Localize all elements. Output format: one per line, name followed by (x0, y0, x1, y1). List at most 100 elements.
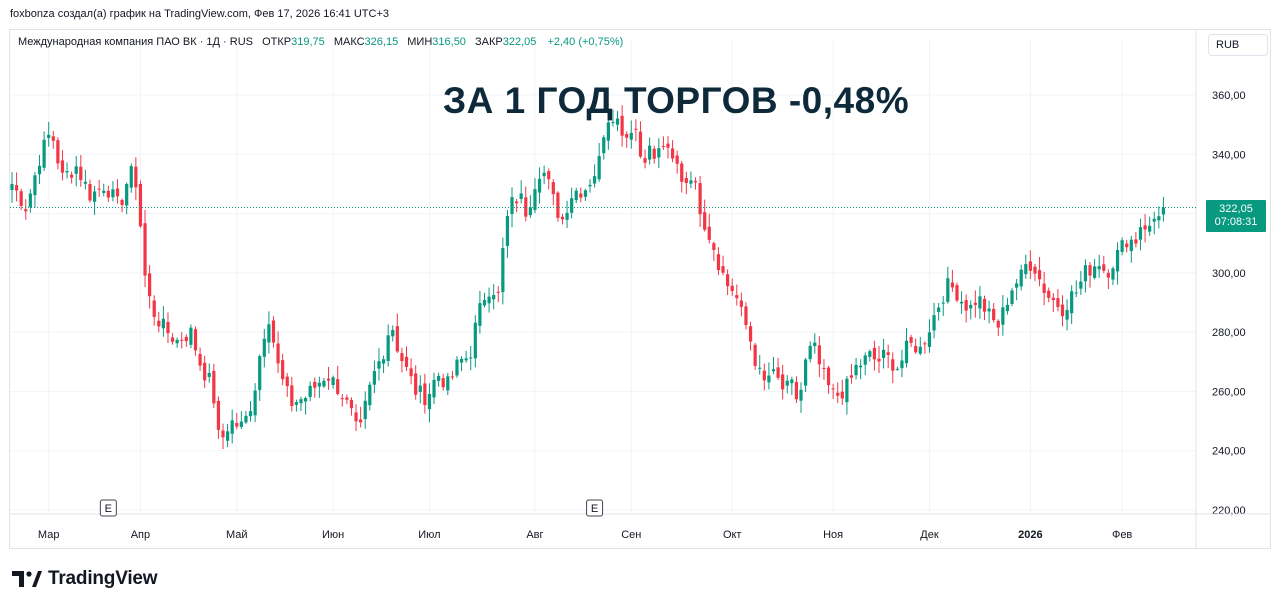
candle-body (583, 190, 588, 197)
earnings-marker[interactable] (586, 499, 604, 517)
x-tick-label: Май (226, 529, 248, 541)
candle-body (446, 376, 450, 391)
candle-body (726, 274, 730, 287)
candle-body (799, 389, 803, 401)
candle-body (992, 308, 996, 321)
candle-body (441, 378, 445, 388)
candle-body (170, 337, 175, 342)
candle-body (450, 376, 454, 378)
close-value: 322,05 (502, 36, 537, 48)
ohlc-legend: Международная компания ПАО ВК · 1Д · RUS… (18, 36, 623, 48)
candle-body (739, 300, 743, 307)
candle-body (258, 356, 262, 391)
candle-body (83, 181, 88, 184)
candle-body (487, 296, 491, 304)
candle-body (359, 419, 363, 423)
chart-pane[interactable] (9, 29, 1271, 549)
candle-body (267, 324, 271, 343)
candle-body (1060, 304, 1065, 317)
candle-body (1001, 307, 1005, 325)
candle-body (941, 302, 945, 304)
candle-body (1051, 297, 1055, 300)
earnings-marker[interactable] (99, 499, 117, 517)
candle-body (946, 278, 950, 302)
candle-body (216, 400, 221, 430)
x-tick-label: Ноя (823, 529, 843, 541)
candle-body (560, 216, 565, 220)
candle-body (1024, 264, 1028, 275)
candle-body (895, 368, 899, 370)
candle-body (299, 399, 303, 404)
bar-countdown: 07:08:31 (1214, 216, 1258, 228)
candle-body (1106, 272, 1110, 278)
candle-body (129, 166, 133, 188)
candle-body (803, 359, 808, 386)
candle-body (1010, 290, 1014, 304)
candle-body (111, 189, 115, 198)
candle-body (262, 338, 266, 357)
candle-body (437, 375, 441, 381)
candle-body (657, 148, 661, 158)
candle-body (271, 320, 276, 343)
candle-body (721, 266, 725, 273)
high-label: МАКС (333, 36, 365, 48)
candle-body (611, 121, 615, 124)
candle-body (1088, 265, 1092, 276)
symbol-description[interactable]: Международная компания ПАО ВК · 1Д · RUS (18, 36, 253, 48)
candle-body (950, 282, 955, 288)
candle-body (570, 198, 574, 213)
candle-body (542, 172, 546, 177)
candle-body (276, 343, 280, 364)
candle-body (106, 190, 110, 198)
headline-annotation: ЗА 1 ГОД ТОРГОВ -0,48% (443, 80, 910, 121)
candle-body (377, 361, 381, 369)
tradingview-logo[interactable]: TradingView (12, 568, 158, 590)
candle-body (652, 148, 656, 159)
candle-body (92, 191, 97, 202)
candle-body (198, 353, 202, 366)
candle-body (785, 380, 789, 386)
candle-body (501, 247, 505, 293)
candle-body (372, 371, 377, 385)
candle-body (381, 359, 386, 364)
candle-body (551, 182, 555, 195)
y-tick-label: 340,00 (1212, 149, 1246, 161)
candle-body (937, 307, 941, 313)
candle-body (326, 378, 331, 381)
candle-body (10, 184, 14, 191)
candle-body (744, 306, 748, 326)
candle-body (964, 300, 968, 311)
candle-body (730, 285, 734, 292)
candle-body (115, 188, 120, 197)
candle-body (56, 140, 60, 164)
candle-body (386, 335, 390, 361)
y-tick-label: 260,00 (1212, 386, 1246, 398)
candle-body (519, 193, 523, 199)
candle-body (606, 122, 610, 141)
candle-body (395, 326, 399, 352)
candle-body (712, 243, 716, 251)
currency-selector[interactable]: RUB (1208, 34, 1268, 56)
last-price-badge: 322,05 07:08:31 (1206, 200, 1266, 232)
candle-body (556, 192, 560, 218)
candle-body (1097, 266, 1101, 270)
candle-body (51, 136, 55, 141)
candle-body (670, 148, 675, 159)
x-tick-label: 2026 (1018, 529, 1042, 541)
y-tick-label: 220,00 (1212, 505, 1246, 517)
candle-body (537, 178, 542, 193)
candle-body (244, 415, 248, 423)
candle-body (1152, 218, 1156, 222)
x-tick-label: Мар (38, 529, 60, 541)
candle-body (125, 184, 129, 206)
candle-body (253, 390, 257, 416)
candle-body (303, 398, 308, 402)
candle-body (914, 345, 918, 353)
candle-body (716, 254, 721, 271)
candle-body (707, 226, 711, 240)
y-tick-label: 240,00 (1212, 446, 1246, 458)
candle-body (781, 374, 785, 390)
candle-body (1125, 243, 1129, 248)
high-value: 326,15 (364, 36, 399, 48)
